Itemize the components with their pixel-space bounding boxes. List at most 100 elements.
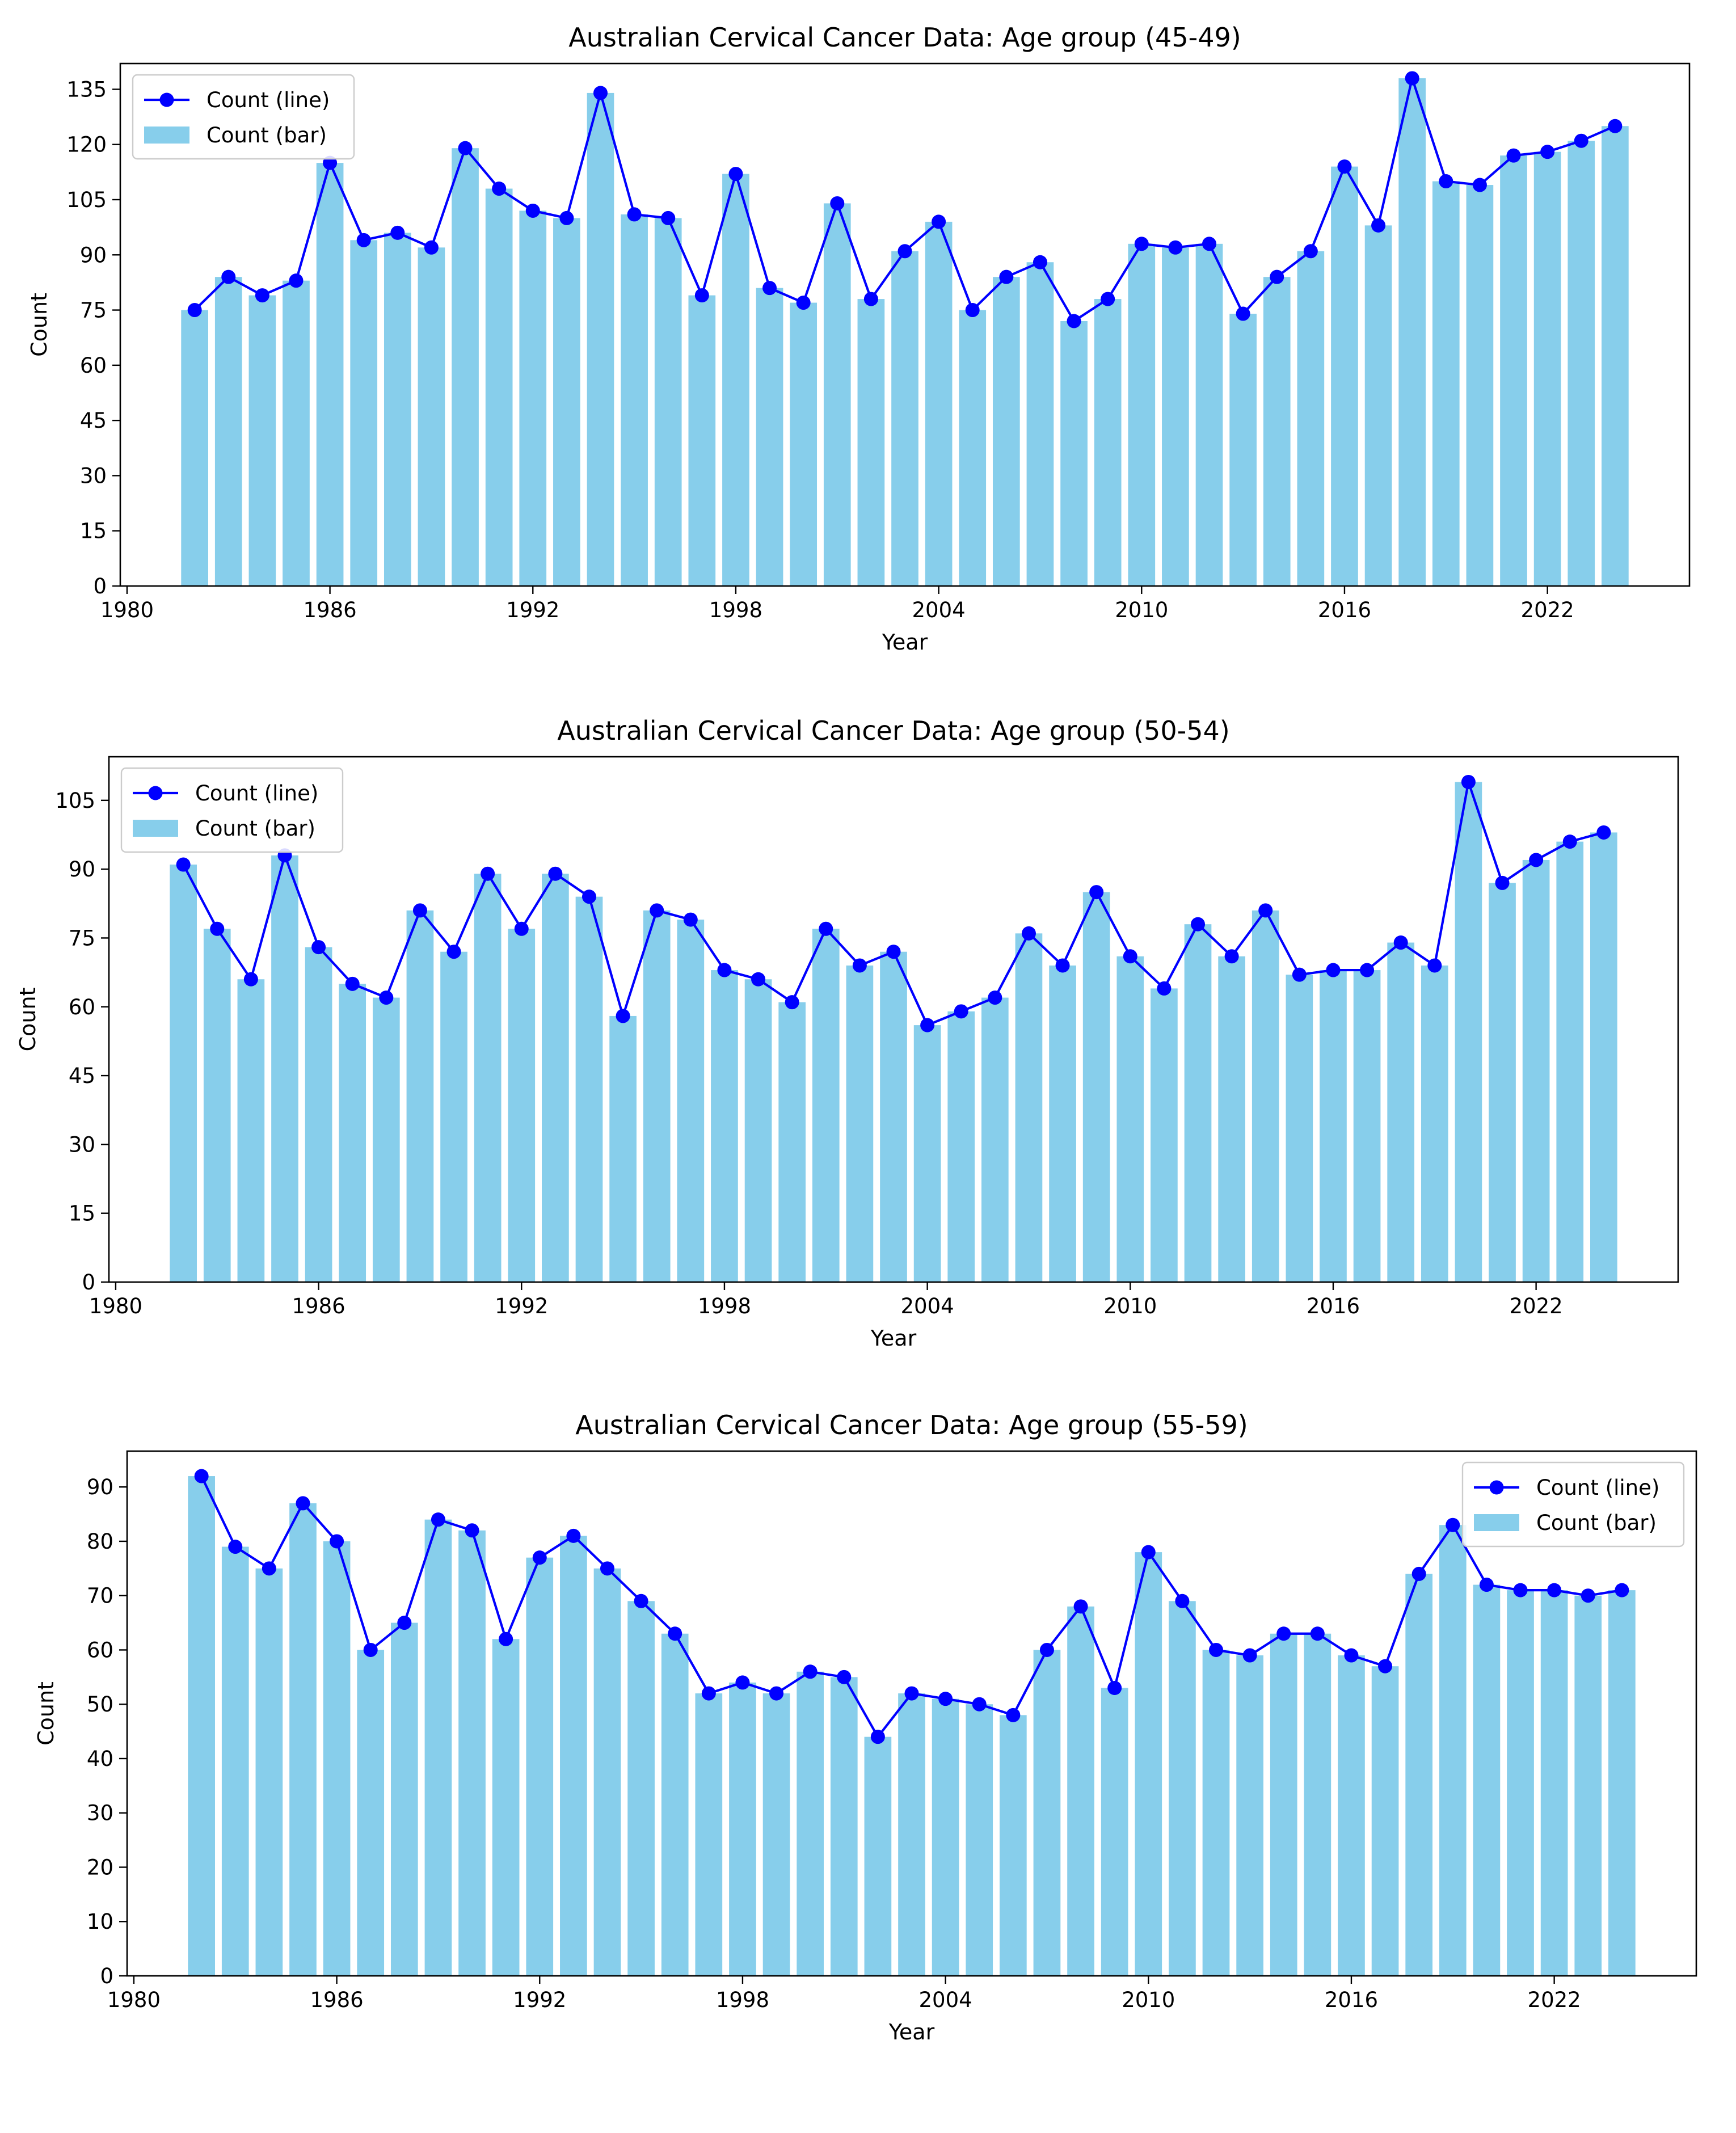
x-tick-label: 1998 [716, 1988, 769, 2012]
bar [188, 1476, 215, 1976]
bar [1218, 956, 1245, 1282]
point-marker [1427, 958, 1442, 973]
point-marker [1168, 240, 1183, 255]
bar [1101, 1688, 1128, 1976]
point-marker [1006, 1708, 1021, 1722]
point-marker [634, 1594, 648, 1608]
point-marker [728, 167, 743, 182]
bar [711, 970, 738, 1282]
bar [1455, 782, 1482, 1282]
point-marker [228, 1540, 243, 1554]
bar [981, 997, 1009, 1282]
point-marker [1461, 774, 1476, 789]
chart-panel: 1980 1986 1992 1998 2004 2010 2016 2022 0 10 20 30 4… [33, 1410, 1697, 2045]
point-marker [1039, 1642, 1054, 1657]
legend-bar-swatch [144, 127, 189, 144]
y-tick-label: 50 [87, 1692, 113, 1717]
bar [932, 1698, 959, 1976]
point-marker [938, 1692, 953, 1706]
point-marker [600, 1561, 614, 1576]
point-marker [1405, 71, 1419, 86]
bar [778, 1002, 806, 1282]
bar [1608, 1590, 1636, 1976]
point-marker [363, 1642, 378, 1657]
y-tick-label: 90 [69, 857, 95, 882]
bar [729, 1682, 756, 1976]
legend-label-bar: Count (bar) [195, 816, 315, 841]
x-tick-label: 2010 [1103, 1294, 1157, 1318]
legend: Count (line) Count (bar) [1461, 1461, 1685, 1548]
point-marker [243, 972, 258, 987]
point-marker [458, 141, 473, 155]
legend-label-line: Count (line) [1536, 1476, 1659, 1500]
bars-group [170, 782, 1617, 1282]
point-marker [424, 240, 439, 255]
x-tick-label: 2022 [1510, 1294, 1563, 1318]
bar [237, 979, 265, 1282]
x-tick-label: 2004 [901, 1294, 954, 1318]
point-marker [296, 1496, 310, 1511]
bar [255, 1568, 283, 1976]
x-tick-label: 1992 [495, 1294, 548, 1318]
point-marker [499, 1632, 513, 1646]
y-tick-label: 75 [69, 926, 95, 950]
point-marker [668, 1626, 682, 1641]
point-marker [548, 866, 563, 881]
point-marker [492, 182, 507, 196]
bar [864, 1736, 892, 1976]
point-marker [1439, 174, 1453, 189]
x-tick-label: 2016 [1307, 1294, 1360, 1318]
point-marker [932, 214, 946, 229]
bar [1353, 970, 1381, 1282]
bar [458, 1530, 486, 1976]
bar [959, 310, 987, 586]
x-tick-label: 1992 [506, 598, 559, 622]
point-marker [1141, 1545, 1156, 1559]
y-tick-label: 45 [80, 408, 107, 433]
point-marker [1337, 159, 1352, 174]
bar [357, 1650, 385, 1976]
x-axis-label: Year [888, 2020, 935, 2045]
point-marker [886, 945, 901, 959]
bar [999, 1715, 1027, 1976]
y-tick-label: 105 [66, 188, 107, 212]
point-marker [1202, 237, 1217, 251]
bar [992, 277, 1020, 586]
y-tick-label: 90 [80, 243, 107, 267]
y-tick-label: 60 [69, 995, 95, 1019]
x-tick-label: 1980 [100, 598, 154, 622]
y-tick-label: 90 [87, 1475, 113, 1499]
bar [1439, 1525, 1467, 1976]
bar [1297, 251, 1325, 586]
bar [424, 1519, 452, 1976]
point-marker [311, 940, 326, 955]
plot-frame [108, 756, 1679, 1283]
x-axis-label: Year [870, 1326, 917, 1351]
point-marker [525, 203, 540, 218]
point-marker [837, 1670, 852, 1684]
point-marker [1506, 148, 1521, 163]
point-marker [1393, 935, 1408, 950]
point-marker [1310, 1626, 1325, 1641]
point-marker [1513, 1583, 1528, 1597]
point-marker [627, 207, 642, 222]
point-marker [898, 244, 912, 259]
bar [1252, 910, 1279, 1282]
bar [170, 865, 197, 1282]
point-marker [830, 196, 845, 210]
point-marker [1270, 269, 1284, 284]
point-marker [616, 1009, 630, 1023]
y-tick-label: 15 [80, 519, 107, 543]
point-marker [735, 1675, 750, 1690]
point-marker [1495, 875, 1510, 890]
bar [575, 896, 603, 1282]
point-marker [262, 1561, 276, 1576]
bar [339, 984, 366, 1282]
bar [812, 929, 840, 1282]
bar [1432, 181, 1460, 586]
point-marker [1360, 963, 1375, 977]
bar [797, 1671, 824, 1976]
x-tick-label: 1998 [698, 1294, 751, 1318]
bar [762, 1693, 790, 1976]
bar [1026, 262, 1054, 586]
